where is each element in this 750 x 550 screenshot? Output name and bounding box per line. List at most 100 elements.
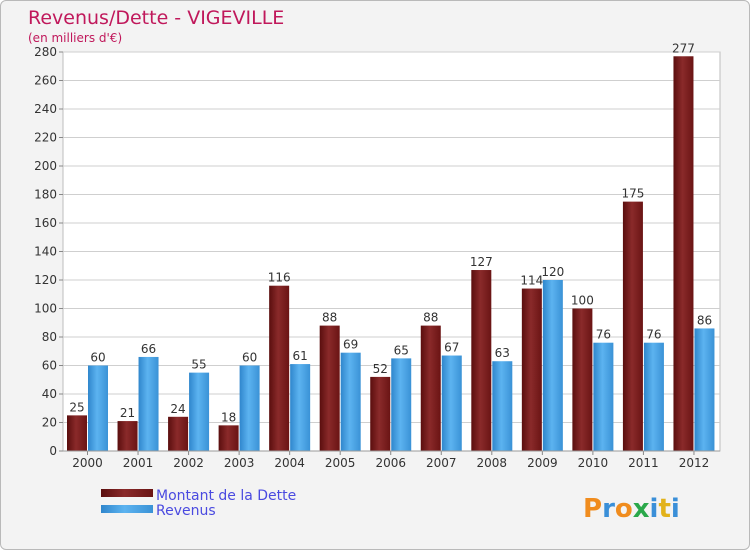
chart-subtitle: (en milliers d'€) [28,31,123,45]
bar-revenus-2011 [643,342,664,451]
value-label-debt-2003: 18 [221,410,236,424]
bar-revenus-2001 [138,356,159,451]
y-tick-label: 100 [34,302,57,316]
logo-letter: i [671,494,680,524]
value-label-revenus-2005: 69 [343,338,358,352]
legend-swatch-debt [101,489,153,497]
x-tick-label: 2004 [274,456,305,470]
y-tick-label: 20 [42,416,57,430]
y-tick-label: 0 [49,444,57,458]
bar-debt-2005 [319,325,340,451]
bar-revenus-2012 [694,328,715,451]
value-label-revenus-2004: 61 [293,349,308,363]
value-label-revenus-2012: 86 [697,313,712,327]
bar-debt-2012 [673,56,694,452]
x-tick-label: 2006 [375,456,406,470]
bar-debt-2000 [67,415,87,451]
value-label-revenus-2010: 76 [596,328,611,342]
bar-revenus-2006 [391,358,412,451]
bar-revenus-2008 [492,361,513,451]
y-tick-label: 120 [34,273,57,287]
bar-debt-2001 [117,421,138,451]
value-label-revenus-2008: 63 [495,346,510,360]
logo-letter: x [633,494,650,524]
legend-label-revenus: Revenus [156,503,216,519]
value-label-debt-2008: 127 [470,255,493,269]
value-label-debt-2011: 175 [621,187,644,201]
logo-letter: P [583,494,602,524]
value-label-debt-2012: 277 [672,41,695,55]
value-label-revenus-2001: 66 [141,342,156,356]
y-tick-label: 280 [34,45,57,59]
logo-letter: o [615,494,633,524]
legend-label-debt: Montant de la Dette [156,488,296,504]
y-tick-label: 140 [34,245,57,259]
x-tick-label: 2010 [578,456,609,470]
value-label-debt-2007: 88 [423,311,438,325]
logo-letter: t [658,494,670,524]
proxiti-logo: Proxiti [583,494,680,524]
x-tick-label: 2005 [325,456,356,470]
bar-debt-2003 [218,425,239,451]
bar-debt-2011 [622,201,643,451]
value-label-debt-2006: 52 [373,362,388,376]
bar-revenus-2007 [441,355,462,451]
value-label-debt-2004: 116 [268,271,291,285]
chart-title: Revenus/Dette - VIGEVILLE [28,7,285,29]
bar-debt-2009 [521,288,542,451]
bar-debt-2010 [572,308,593,451]
bar-revenus-2004 [290,364,311,451]
value-label-debt-2001: 21 [120,406,135,420]
legend: Montant de la Dette Revenus [101,488,296,519]
value-label-revenus-2007: 67 [444,341,459,355]
x-tick-label: 2003 [224,456,255,470]
value-label-revenus-2002: 55 [191,358,206,372]
value-label-revenus-2000: 60 [90,351,105,365]
bar-revenus-2005 [340,352,361,451]
x-tick-label: 2007 [426,456,457,470]
y-tick-label: 60 [42,359,57,373]
bar-revenus-2010 [593,342,614,451]
bar-revenus-2002 [189,372,210,451]
bar-debt-2006 [370,376,391,451]
bar-revenus-2000 [88,365,108,451]
x-tick-label: 2000 [72,456,103,470]
bar-debt-2004 [269,285,290,451]
y-tick-label: 240 [34,102,57,116]
logo-letter: r [602,494,615,524]
bars: 25 60 21 66 24 55 18 60 116 61 88 69 52 65 88 67 127 63 11… [67,41,715,452]
value-label-revenus-2006: 65 [394,343,409,357]
value-label-revenus-2003: 60 [242,351,257,365]
bar-revenus-2009 [542,280,563,451]
value-label-debt-2002: 24 [170,402,185,416]
y-tick-label: 200 [34,159,57,173]
value-label-debt-2009: 114 [520,274,543,288]
value-label-debt-2010: 100 [571,294,594,308]
value-label-debt-2000: 25 [69,400,84,414]
legend-swatch-revenus [101,505,153,513]
x-tick-label: 2012 [679,456,710,470]
y-tick-label: 260 [34,74,57,88]
bar-revenus-2003 [239,365,260,451]
value-label-debt-2005: 88 [322,311,337,325]
bar-debt-2008 [471,270,492,451]
x-tick-label: 2001 [123,456,154,470]
y-tick-label: 160 [34,216,57,230]
y-tick-label: 180 [34,188,57,202]
y-tick-label: 40 [42,387,57,401]
x-tick-label: 2011 [628,456,659,470]
y-tick-label: 220 [34,131,57,145]
y-tick-label: 80 [42,330,57,344]
y-axis: 0 20 40 60 80 100 120 140 160 180 200 220 240 260 280 [34,45,63,458]
value-label-revenus-2011: 76 [646,328,661,342]
logo-letter: i [650,494,659,524]
bar-debt-2002 [168,416,189,451]
x-axis: 2000 2001 2002 2003 2004 2005 2006 2007 2008 2009… [63,450,720,470]
x-tick-label: 2002 [173,456,204,470]
bar-debt-2007 [420,325,441,451]
x-tick-label: 2008 [477,456,508,470]
x-tick-label: 2009 [527,456,558,470]
value-label-revenus-2009: 120 [541,265,564,279]
